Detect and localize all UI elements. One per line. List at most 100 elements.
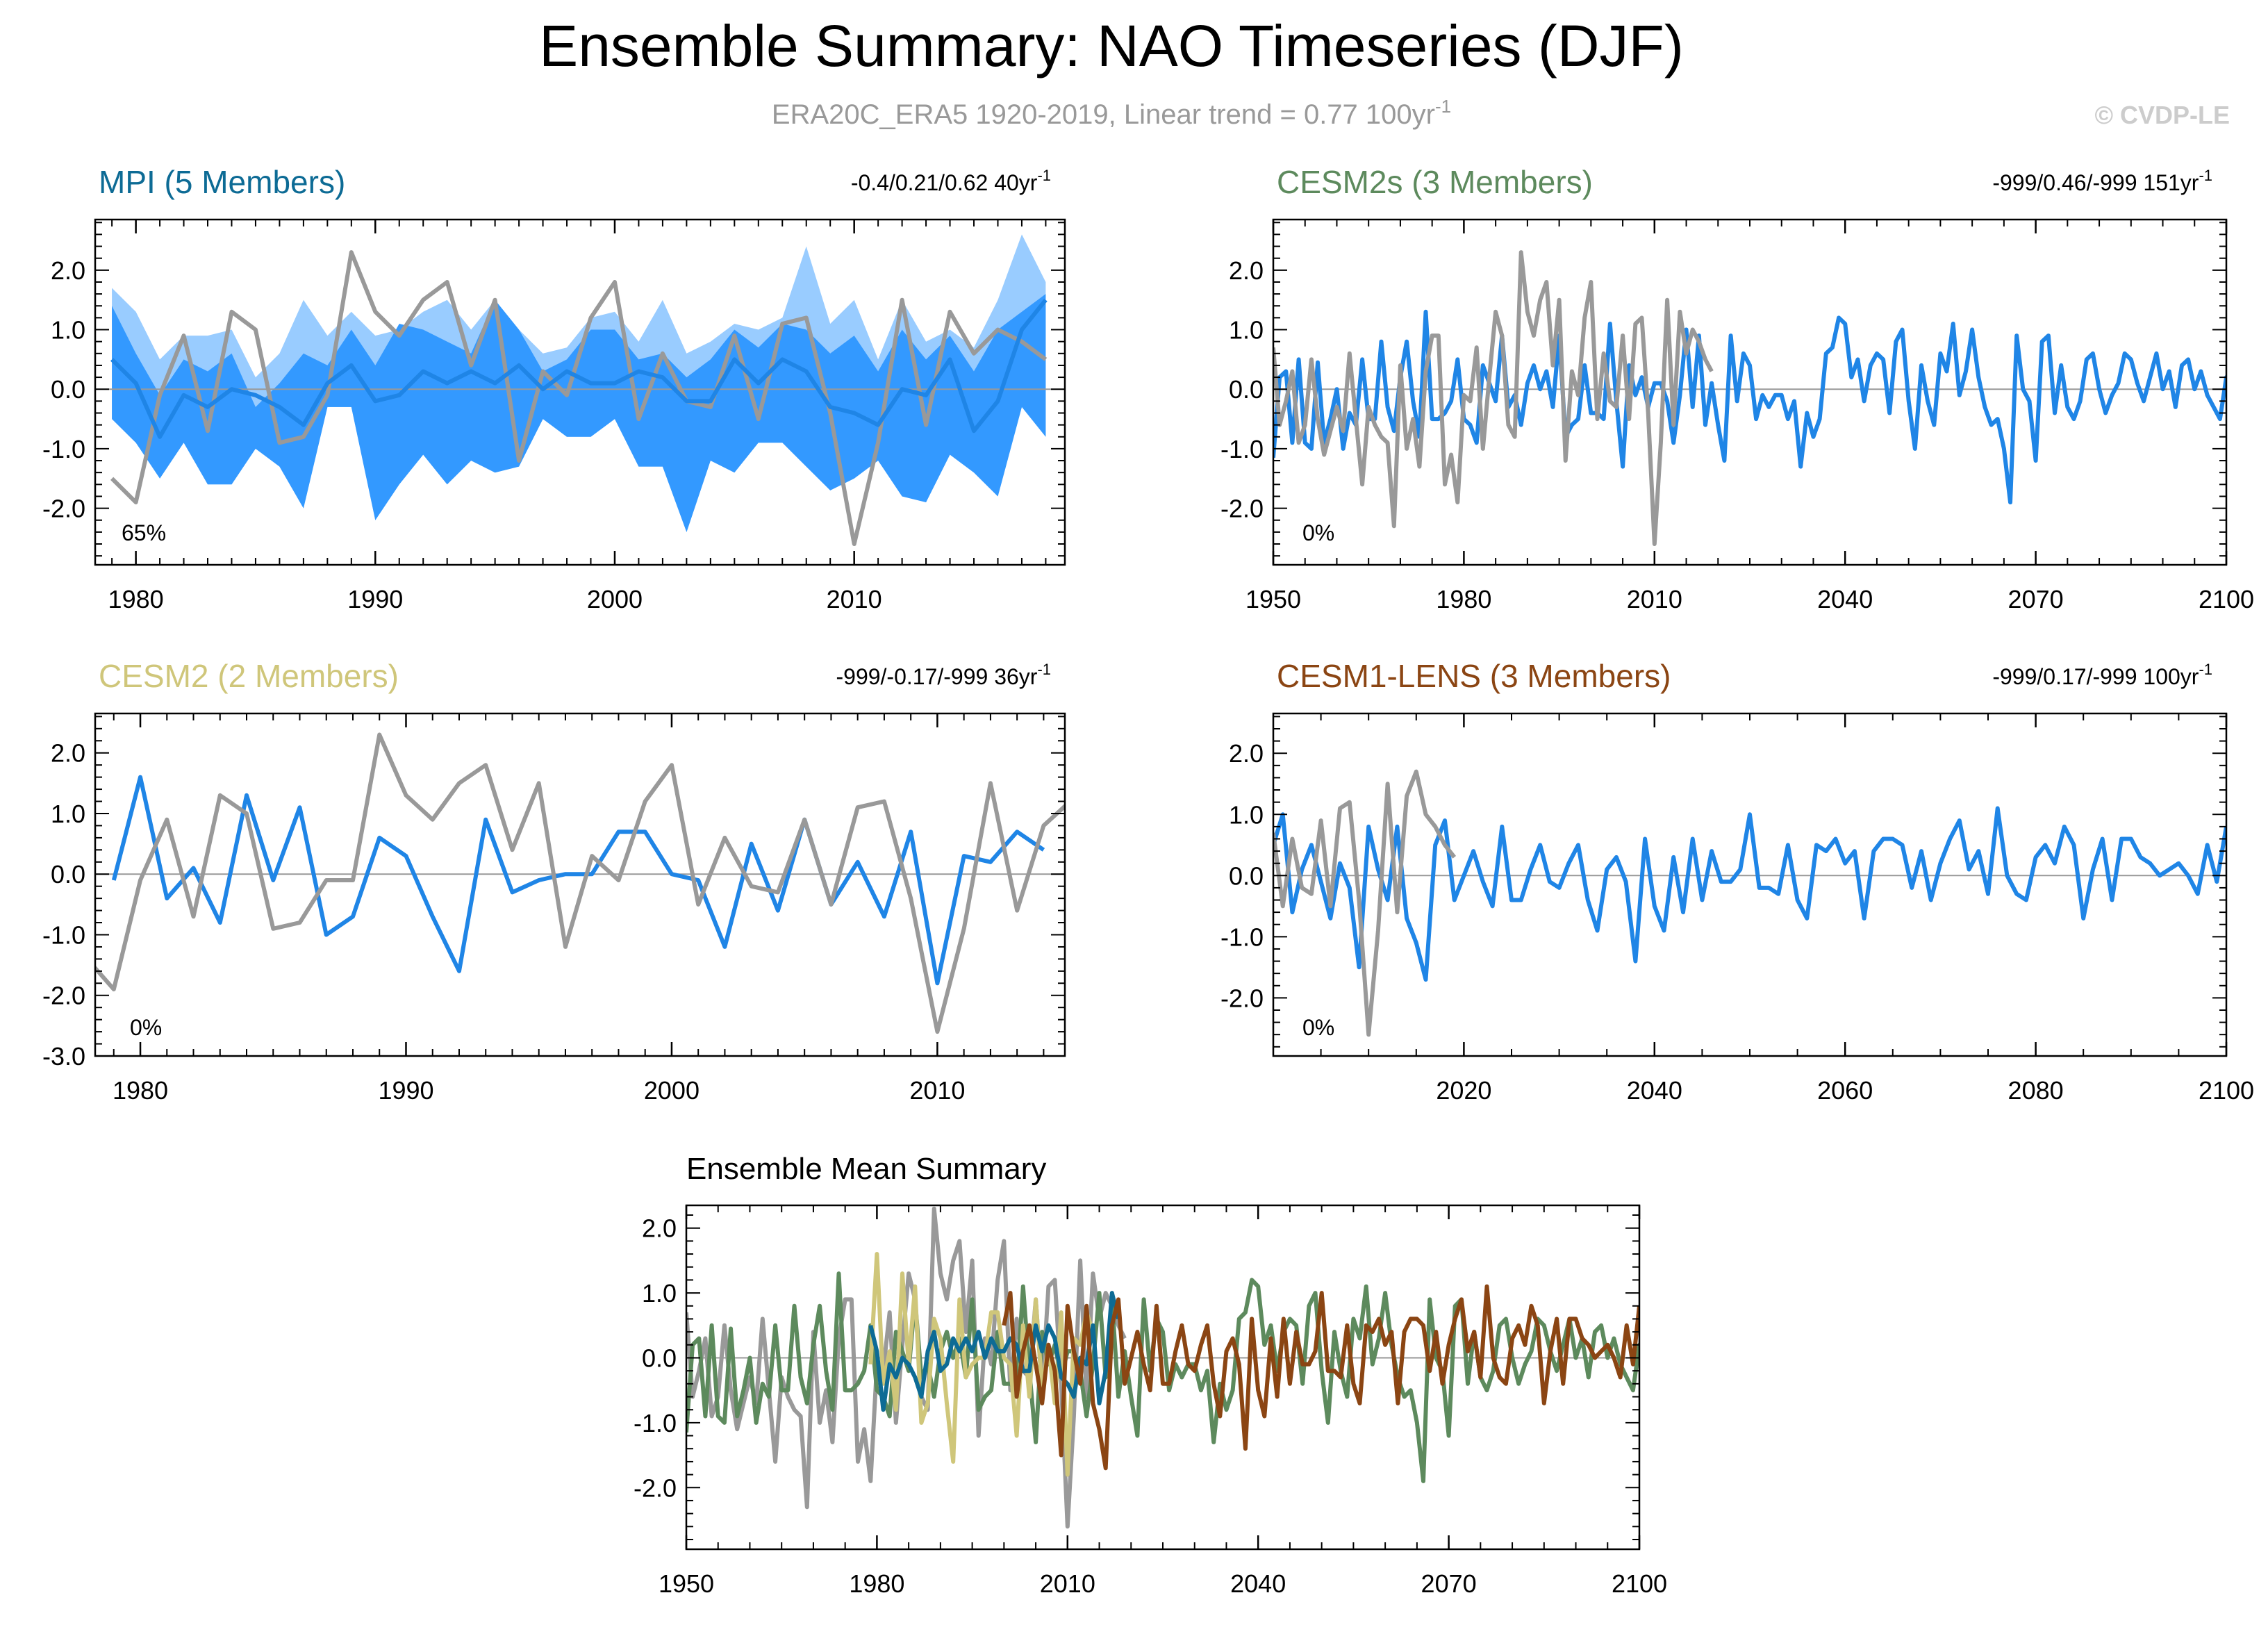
panel-mpi: MPI (5 Members) -0.4/0.21/0.62 40yr-1 -2.0…	[42, 164, 1066, 613]
x-tick-label: 2020	[1436, 1076, 1491, 1105]
figure-title: Ensemble Summary: NAO Timeseries (DJF)	[539, 13, 1684, 79]
y-tick-label: -2.0	[1220, 984, 1264, 1012]
series-cesm1-lens	[1002, 1284, 1639, 1471]
stats-sup: -1	[2199, 661, 2212, 678]
panel-percent-cesm1: 0%	[1302, 1015, 1334, 1040]
plot-frame	[94, 218, 1066, 566]
x-tick-label: 1980	[849, 1569, 904, 1598]
series-cesm2s	[686, 1271, 1639, 1483]
x-tick-label: 2040	[1230, 1569, 1286, 1598]
x-tick-label: 2100	[1612, 1569, 1667, 1598]
x-tick-label: 1990	[347, 585, 403, 613]
figure-subtitle: ERA20C_ERA5 1920-2019, Linear trend = 0.…	[772, 96, 1451, 130]
x-tick-label: 1950	[1245, 585, 1301, 613]
panels: MPI (5 Members) -0.4/0.21/0.62 40yr-1-2.0…	[42, 164, 2254, 1598]
y-tick-label: 0.0	[1229, 861, 1264, 890]
watermark: © CVDP-LE	[2094, 101, 2230, 129]
y-tick-label: -1.0	[1220, 435, 1264, 463]
panel-stats-cesm1: -999/0.17/-999 100yr-1	[1992, 661, 2212, 689]
y-tick-label: 1.0	[51, 316, 85, 345]
x-tick-label: 2000	[644, 1076, 700, 1105]
y-tick-label: -1.0	[42, 435, 85, 463]
stats-text: -999/-0.17/-999 36yr	[836, 664, 1037, 689]
series-ensemble	[1273, 806, 2226, 982]
plot-area-cesm1	[1273, 769, 2226, 1037]
y-tick-label: 2.0	[642, 1214, 677, 1243]
series-mean	[110, 298, 1048, 439]
subtitle-sup: -1	[1435, 96, 1451, 117]
x-tick-label: 1980	[1436, 585, 1491, 613]
panel-percent-mpi: 65%	[122, 520, 166, 545]
panel-stats-mpi: -0.4/0.21/0.62 40yr-1	[851, 167, 1051, 195]
x-tick-label: 1980	[108, 585, 164, 613]
y-tick-label: 1.0	[642, 1279, 677, 1307]
x-tick-label: 2010	[827, 585, 882, 613]
x-tick-label: 2070	[2008, 585, 2064, 613]
x-tick-label: 2010	[1627, 585, 1682, 613]
plot-frame	[1272, 712, 2228, 1057]
x-tick-label: 1990	[378, 1076, 433, 1105]
x-tick-label: 2100	[2199, 585, 2254, 613]
x-tick-label: 2000	[587, 585, 643, 613]
x-tick-label: 1950	[659, 1569, 714, 1598]
series-ensemble	[1273, 309, 2226, 504]
stats-sup: -1	[1037, 661, 1051, 678]
plot-area-cesm2s	[1273, 250, 2226, 546]
y-tick-label: -2.0	[42, 495, 85, 523]
spread-inner-band	[112, 294, 1046, 532]
x-tick-label: 2070	[1421, 1569, 1477, 1598]
stats-text: -999/0.17/-999 100yr	[1992, 664, 2199, 689]
y-tick-label: 0.0	[642, 1344, 677, 1372]
plot-area-summary	[686, 1206, 1639, 1529]
y-tick-label: -3.0	[42, 1042, 85, 1071]
x-tick-label: 2080	[2008, 1076, 2064, 1105]
series-observed	[1273, 769, 1457, 1037]
panel-title-summary: Ensemble Mean Summary	[686, 1152, 1046, 1186]
panel-cesm2: CESM2 (2 Members) -999/-0.17/-999 36yr-1-…	[42, 658, 1066, 1105]
plot-area-mpi	[95, 234, 1065, 546]
x-tick-label: 2040	[1627, 1076, 1682, 1105]
y-tick-label: 1.0	[1229, 316, 1264, 345]
x-tick-label: 1980	[113, 1076, 168, 1105]
panel-percent-cesm2: 0%	[130, 1015, 162, 1040]
panel-title-cesm1: CESM1-LENS (3 Members)	[1277, 658, 1671, 694]
plot-area-cesm2	[95, 732, 1065, 1034]
y-tick-label: -2.0	[42, 982, 85, 1010]
panel-summary: Ensemble Mean Summary -2.0 -1.0 0.0 1.0 2.0 19…	[634, 1152, 1667, 1598]
panel-percent-cesm2s: 0%	[1302, 520, 1334, 545]
x-tick-label: 2040	[1817, 585, 1873, 613]
panel-title-mpi: MPI (5 Members)	[99, 164, 345, 200]
stats-text: -0.4/0.21/0.62 40yr	[851, 170, 1038, 195]
panel-cesm1: CESM1-LENS (3 Members) -999/0.17/-999 100…	[1220, 658, 2254, 1105]
y-tick-label: 0.0	[51, 375, 85, 404]
x-tick-label: 2100	[2199, 1076, 2254, 1105]
x-tick-label: 2010	[1040, 1569, 1095, 1598]
y-tick-label: 1.0	[1229, 800, 1264, 829]
x-tick-label: 2010	[909, 1076, 965, 1105]
y-tick-label: -1.0	[1220, 923, 1264, 951]
subtitle-text: ERA20C_ERA5 1920-2019, Linear trend = 0.…	[772, 99, 1435, 130]
y-tick-label: 2.0	[51, 256, 85, 285]
plot-frame	[94, 712, 1066, 1057]
y-tick-label: 0.0	[51, 860, 85, 889]
series-observed	[95, 732, 1065, 1034]
panel-stats-cesm2: -999/-0.17/-999 36yr-1	[836, 661, 1051, 689]
stats-sup: -1	[2199, 167, 2212, 184]
stats-text: -999/0.46/-999 151yr	[1992, 170, 2199, 195]
y-tick-label: 2.0	[51, 739, 85, 768]
panel-cesm2s: CESM2s (3 Members) -999/0.46/-999 151yr-1…	[1220, 164, 2254, 613]
y-tick-label: -2.0	[634, 1474, 677, 1502]
y-tick-label: 1.0	[51, 800, 85, 828]
y-tick-label: 2.0	[1229, 256, 1264, 285]
panel-stats-cesm2s: -999/0.46/-999 151yr-1	[1992, 167, 2212, 195]
series-observed	[110, 250, 1048, 546]
y-tick-label: -2.0	[1220, 495, 1264, 523]
y-tick-label: -1.0	[42, 921, 85, 949]
stats-sup: -1	[1037, 167, 1051, 184]
panel-title-cesm2s: CESM2s (3 Members)	[1277, 164, 1593, 200]
y-tick-label: 0.0	[1229, 375, 1264, 404]
series-observed	[1273, 250, 1714, 546]
x-tick-label: 2060	[1817, 1076, 1873, 1105]
y-tick-label: -1.0	[634, 1409, 677, 1437]
